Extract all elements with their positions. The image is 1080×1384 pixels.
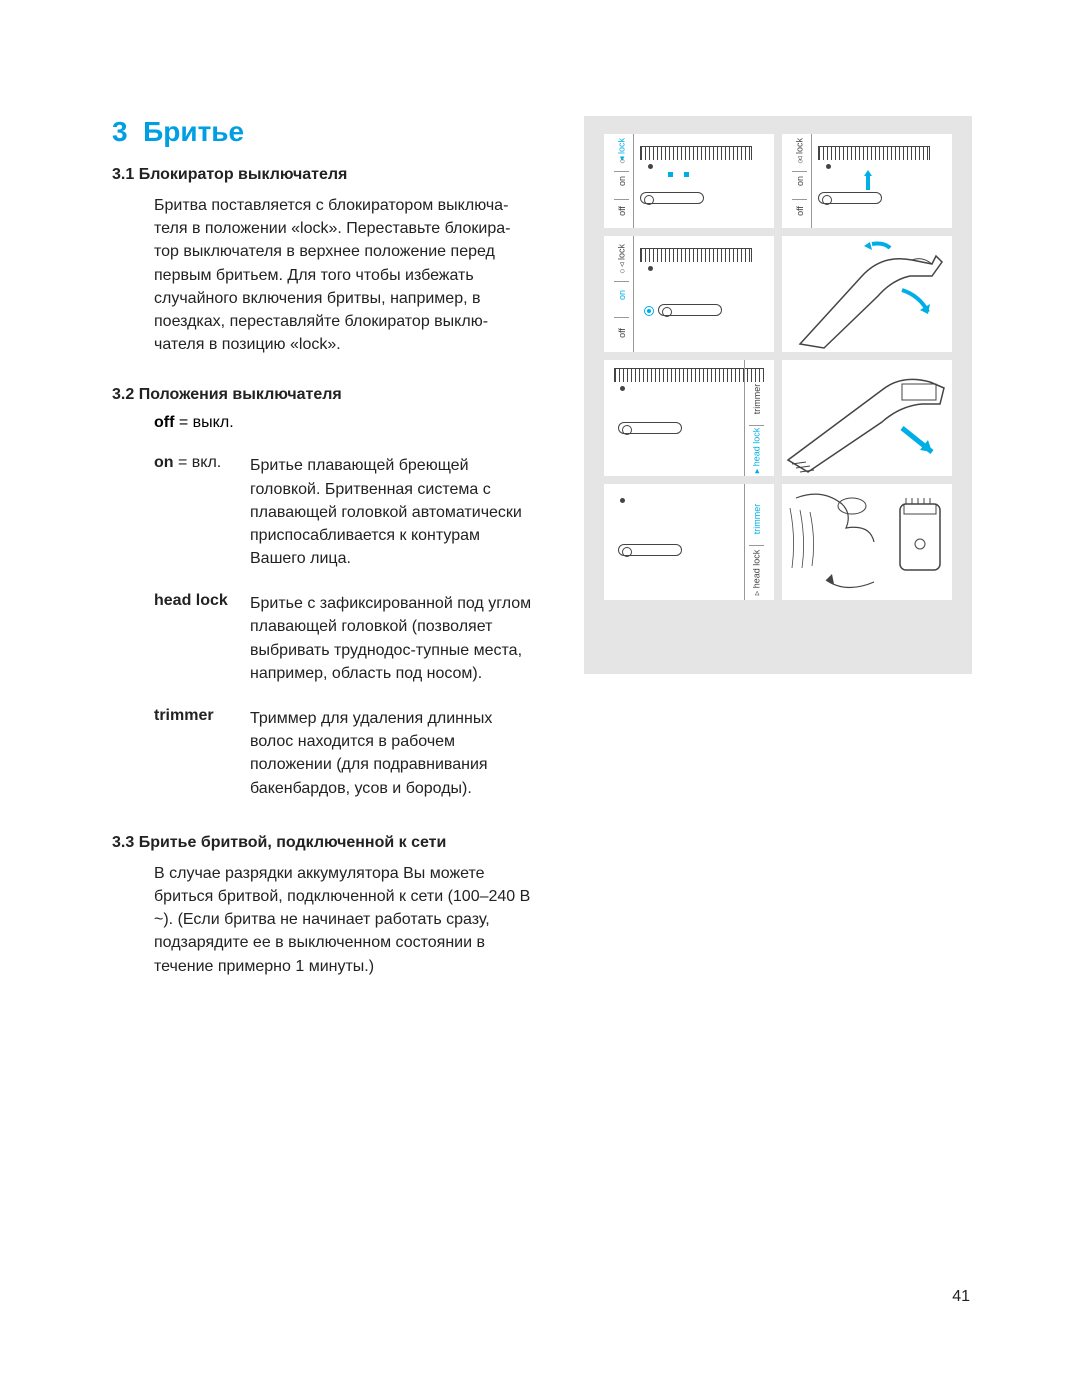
subhead-3-1: 3.1 Блокиратор выключателя	[112, 166, 532, 184]
definitions-list: off = выкл. on = вкл. Бритье плавающей б…	[112, 414, 532, 799]
def-head-lock: head lock Бритье с зафиксированной под у…	[154, 592, 532, 685]
shaver-float-icon	[782, 236, 952, 352]
desc-head-lock: Бритье с зафиксированной под углом плава…	[250, 592, 532, 685]
desc-on: Бритье плавающей бреющей головкой. Бритв…	[250, 454, 532, 570]
desc-trimmer: Триммер для удаления длинных волос наход…	[250, 707, 532, 800]
switch-button-icon	[618, 422, 682, 434]
diagram-shaver-locked	[782, 360, 952, 476]
def-trimmer: trimmer Триммер для удаления длинных вол…	[154, 707, 532, 800]
label-on: on	[617, 176, 627, 186]
subhead-3-2: 3.2 Положения выключателя	[112, 386, 532, 404]
switch-scale-trimmer: ▹ head lock trimmer	[744, 484, 768, 600]
switch-track-icon	[640, 146, 752, 160]
def-off: off = выкл.	[154, 414, 532, 432]
section-number: 3	[112, 116, 128, 147]
switch-button-icon	[658, 304, 722, 316]
text-column: 3 Бритье 3.1 Блокиратор выключателя Брит…	[112, 116, 532, 1008]
eq-off: = выкл.	[174, 414, 233, 431]
diagram-trimmer-scale: ▹ head lock trimmer	[604, 484, 774, 600]
switch-button-icon	[618, 544, 682, 556]
switch-scale-on: off on ○ ◃ lock	[610, 236, 634, 352]
subsection-3-3: 3.3 Бритье бритвой, подключенной к сети …	[112, 834, 532, 978]
shaver-locked-icon	[782, 360, 952, 476]
switch-button-icon	[818, 192, 882, 204]
term-off: off	[154, 414, 174, 431]
switch-track-icon	[640, 248, 752, 262]
indicator-on-icon	[644, 306, 654, 316]
diagram-lock-neutral: off on ○ ◃ lock	[782, 134, 952, 228]
manual-page: 3 Бритье 3.1 Блокиратор выключателя Брит…	[0, 0, 1080, 1384]
subsection-3-1: 3.1 Блокиратор выключателя Бритва постав…	[112, 166, 532, 356]
body-3-3: В случае разрядки аккумулятора Вы можете…	[112, 862, 532, 978]
label-off: off	[617, 206, 627, 216]
switch-scale-lock-neutral: off on ○ ◃ lock	[788, 134, 812, 228]
switch-scale-lock-active: off on ○ ◂ lock	[610, 134, 634, 228]
term-trimmer: trimmer	[154, 707, 250, 800]
diagram-on: off on ○ ◃ lock	[604, 236, 774, 352]
page-number: 41	[952, 1288, 970, 1306]
section-heading: 3 Бритье	[112, 116, 532, 148]
diagram-head-lock-scale: ▸ head lock trimmer	[604, 360, 774, 476]
section-title-text: Бритье	[143, 116, 244, 147]
body-3-1: Бритва поставляется с блокиратором выклю…	[112, 194, 532, 356]
def-on: on = вкл. Бритье плавающей бреющей голов…	[154, 454, 532, 570]
switch-button-icon	[640, 192, 704, 204]
term-on: on = вкл.	[154, 454, 250, 570]
term-head-lock: head lock	[154, 592, 250, 685]
trimmer-usage-icon	[782, 484, 952, 600]
switch-track-icon	[614, 368, 764, 382]
diagram-shaver-float	[782, 236, 952, 352]
subhead-3-3: 3.3 Бритье бритвой, подключенной к сети	[112, 834, 532, 852]
diagram-trimmer-illustration	[782, 484, 952, 600]
figure-panel: off on ○ ◂ lock off on ○ ◃ lock	[584, 116, 972, 674]
switch-track-icon	[818, 146, 930, 160]
switch-scale-head-lock: ▸ head lock trimmer	[744, 360, 768, 476]
subsection-3-2: 3.2 Положения выключателя off = выкл. on…	[112, 386, 532, 799]
diagram-lock-active: off on ○ ◂ lock	[604, 134, 774, 228]
